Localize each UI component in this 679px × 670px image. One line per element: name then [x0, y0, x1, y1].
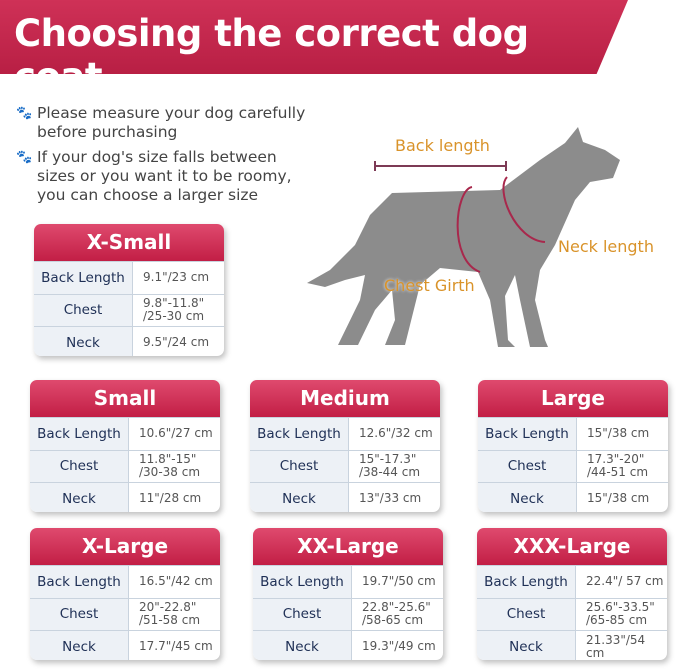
row-value: 25.6"-33.5" /65-85 cm — [586, 600, 655, 628]
neck-length-arrow — [502, 176, 546, 243]
row-label: Chest — [34, 294, 133, 327]
table-row: Chest 11.8"-15" /30-38 cm — [30, 449, 220, 483]
row-label: Neck — [253, 631, 352, 660]
size-card: X-Small Back Length 9.1"/23 cm Chest 9.8"-11… — [34, 224, 224, 356]
table-row: Back Length 15"/38 cm — [478, 417, 668, 450]
size-name: Large — [478, 380, 668, 417]
size-name: XXX-Large — [477, 528, 667, 565]
tip: 🐾 Please measure your dog carefully befor… — [16, 104, 316, 142]
paw-icon: 🐾 — [16, 150, 33, 165]
size-name: X-Small — [34, 224, 224, 261]
row-value: 17.3"-20" /44-51 cm — [587, 452, 649, 480]
row-label: Back Length — [250, 418, 349, 450]
row-value: 11"/28 cm — [139, 491, 202, 506]
table-row: Chest 17.3"-20" /44-51 cm — [478, 449, 668, 483]
row-label: Neck — [34, 327, 133, 356]
row-value: 13"/33 cm — [359, 491, 422, 506]
tip-text: Please measure your dog carefully before… — [37, 104, 306, 141]
row-value: 16.5"/42 cm — [139, 574, 213, 589]
tips: 🐾 Please measure your dog carefully befor… — [16, 104, 316, 211]
row-label: Chest — [477, 598, 576, 631]
table-row: Chest 22.8"-25.6" /58-65 cm — [253, 597, 443, 631]
size-card: Small Back Length 10.6"/27 cm Chest 11.8"-15… — [30, 380, 220, 512]
dog-silhouette — [307, 127, 620, 347]
row-label: Chest — [30, 598, 129, 631]
row-value: 9.8"-11.8" /25-30 cm — [143, 296, 205, 324]
row-label: Neck — [30, 483, 129, 512]
row-value: 22.4"/ 57 cm — [586, 574, 664, 589]
row-value: 21.33"/54 cm — [586, 632, 646, 660]
neck-length-label: Neck length — [558, 237, 654, 256]
table-row: Neck 13"/33 cm — [250, 482, 440, 512]
title-banner: Choosing the correct dog coat — [0, 0, 628, 74]
back-length-label: Back length — [395, 136, 490, 155]
table-row: Back Length 16.5"/42 cm — [30, 565, 220, 598]
row-value: 20"-22.8" /51-58 cm — [139, 600, 201, 628]
size-name: XX-Large — [253, 528, 443, 565]
row-value: 15"/38 cm — [587, 491, 650, 506]
row-label: Back Length — [478, 418, 577, 450]
table-row: Chest 25.6"-33.5" /65-85 cm — [477, 597, 667, 631]
row-label: Back Length — [253, 566, 352, 598]
size-card: XX-Large Back Length 19.7"/50 cm Chest 22.8"… — [253, 528, 443, 660]
table-row: Back Length 22.4"/ 57 cm — [477, 565, 667, 598]
size-name: Medium — [250, 380, 440, 417]
row-label: Back Length — [30, 566, 129, 598]
row-label: Back Length — [477, 566, 576, 598]
table-row: Chest 20"-22.8" /51-58 cm — [30, 597, 220, 631]
paw-icon: 🐾 — [16, 106, 33, 121]
size-name: Small — [30, 380, 220, 417]
table-row: Back Length 9.1"/23 cm — [34, 261, 224, 294]
size-card: X-Large Back Length 16.5"/42 cm Chest 20"-22… — [30, 528, 220, 660]
table-row: Neck 21.33"/54 cm — [477, 630, 667, 660]
row-label: Neck — [478, 483, 577, 512]
row-value: 15"-17.3" /38-44 cm — [359, 452, 421, 480]
table-row: Neck 11"/28 cm — [30, 482, 220, 512]
row-value: 15"/38 cm — [587, 426, 650, 441]
row-value: 9.1"/23 cm — [143, 270, 210, 285]
row-label: Neck — [477, 631, 576, 660]
chest-girth-label: Chest Girth — [384, 276, 475, 295]
table-row: Chest 9.8"-11.8" /25-30 cm — [34, 293, 224, 327]
row-value: 11.8"-15" /30-38 cm — [139, 452, 201, 480]
row-label: Chest — [478, 450, 577, 483]
back-length-line — [374, 161, 507, 171]
table-row: Back Length 10.6"/27 cm — [30, 417, 220, 450]
dog-diagram — [307, 127, 620, 347]
row-label: Chest — [250, 450, 349, 483]
size-card: Large Back Length 15"/38 cm Chest 17.3"-20" … — [478, 380, 668, 512]
row-label: Chest — [30, 450, 129, 483]
row-value: 17.7"/45 cm — [139, 639, 213, 654]
row-value: 10.6"/27 cm — [139, 426, 213, 441]
table-row: Back Length 19.7"/50 cm — [253, 565, 443, 598]
page-title: Choosing the correct dog coat — [14, 12, 529, 98]
row-value: 19.7"/50 cm — [362, 574, 436, 589]
row-value: 19.3"/49 cm — [362, 639, 436, 654]
row-value: 22.8"-25.6" /58-65 cm — [362, 600, 431, 628]
tip-text: If your dog's size falls between sizes o… — [37, 148, 292, 204]
row-value: 9.5"/24 cm — [143, 335, 210, 350]
tip: 🐾 If your dog's size falls between sizes … — [16, 148, 316, 205]
table-row: Neck 17.7"/45 cm — [30, 630, 220, 660]
row-label: Neck — [30, 631, 129, 660]
table-row: Neck 15"/38 cm — [478, 482, 668, 512]
row-label: Neck — [250, 483, 349, 512]
size-card: XXX-Large Back Length 22.4"/ 57 cm Chest 25.… — [477, 528, 667, 660]
size-name: X-Large — [30, 528, 220, 565]
chest-girth-arrow — [456, 186, 481, 273]
table-row: Back Length 12.6"/32 cm — [250, 417, 440, 450]
table-row: Neck 9.5"/24 cm — [34, 326, 224, 356]
table-row: Neck 19.3"/49 cm — [253, 630, 443, 660]
size-card: Medium Back Length 12.6"/32 cm Chest 15"-17.… — [250, 380, 440, 512]
row-label: Back Length — [34, 262, 133, 294]
row-label: Back Length — [30, 418, 129, 450]
row-label: Chest — [253, 598, 352, 631]
table-row: Chest 15"-17.3" /38-44 cm — [250, 449, 440, 483]
row-value: 12.6"/32 cm — [359, 426, 433, 441]
